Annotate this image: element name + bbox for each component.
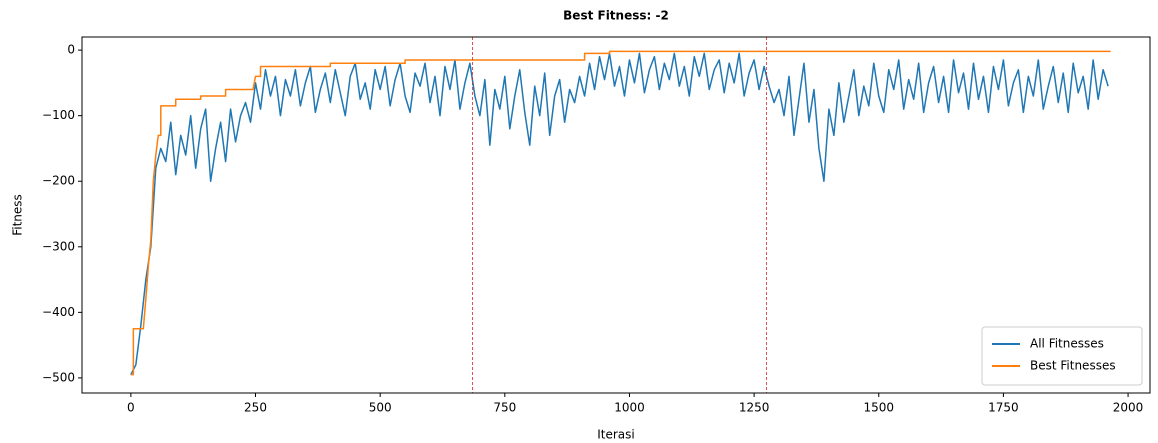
legend: All Fitnesses Best Fitnesses <box>981 326 1143 386</box>
legend-label: All Fitnesses <box>1030 337 1104 351</box>
legend-box <box>981 326 1143 386</box>
series-line <box>130 50 1111 376</box>
x-tick-label: 500 <box>369 401 392 415</box>
y-tick-label: −300 <box>42 239 75 253</box>
y-tick-label: 0 <box>67 43 75 57</box>
y-axis-label: Fitness <box>11 194 25 236</box>
y-tick-label: −400 <box>42 305 75 319</box>
series-line <box>130 52 1109 375</box>
x-tick-label: 1250 <box>739 401 770 415</box>
x-tick-label: 1500 <box>863 401 894 415</box>
y-tick-label: −500 <box>42 370 75 384</box>
y-tick-label: −200 <box>42 174 75 188</box>
x-axis-label: Iterasi <box>597 428 635 442</box>
chart-title: Best Fitness: -2 <box>563 9 669 23</box>
x-tick-label: 750 <box>493 401 516 415</box>
legend-label: Best Fitnesses <box>1030 359 1116 373</box>
plot-frame <box>81 36 1151 394</box>
x-tick-label: 0 <box>127 401 135 415</box>
x-tick-label: 1000 <box>614 401 645 415</box>
x-tick-label: 250 <box>244 401 267 415</box>
x-tick-label: 2000 <box>1113 401 1144 415</box>
y-tick-label: −100 <box>42 108 75 122</box>
x-tick-label: 1750 <box>988 401 1019 415</box>
